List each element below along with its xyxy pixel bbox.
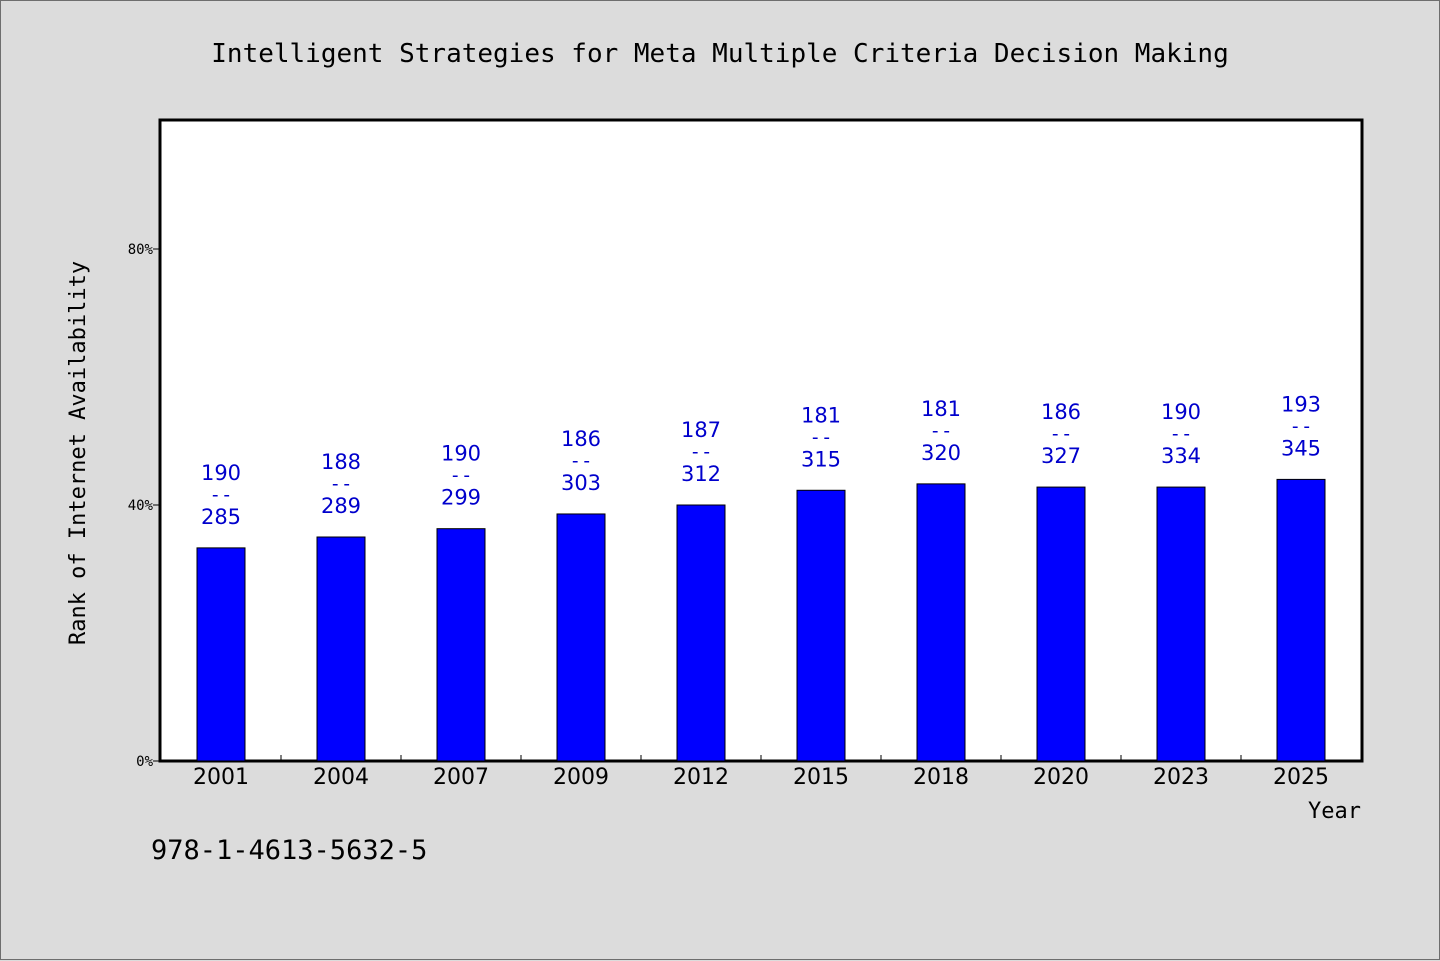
data-label-bottom: 327	[1041, 444, 1081, 468]
data-label-bottom: 303	[561, 471, 601, 495]
ticks-layer: 0% 40% 80% 2001 2004 2007 2009 2012 2015 2018 2020…	[128, 242, 1329, 790]
x-tick-label: 2023	[1153, 765, 1209, 790]
data-label-top: 186	[561, 427, 601, 451]
data-label-separator: --	[1170, 423, 1193, 445]
x-tick-label: 2025	[1273, 765, 1329, 790]
bar-2001	[196, 547, 246, 762]
bars-layer	[196, 478, 1326, 762]
data-label-top: 188	[321, 450, 361, 474]
data-label-top: 181	[801, 403, 841, 427]
y-tick-label: 40%	[128, 498, 154, 514]
y-axis-label: Rank of Internet Availability	[66, 261, 91, 645]
data-label-bottom: 285	[201, 505, 241, 529]
data-label-separator: --	[210, 484, 233, 506]
bar-2012	[676, 504, 726, 762]
x-tick-label: 2020	[1033, 765, 1089, 790]
x-tick-label: 2009	[553, 765, 609, 790]
x-tick-label: 2012	[673, 765, 729, 790]
data-label-separator: --	[1050, 423, 1073, 445]
data-label-separator: --	[690, 441, 713, 463]
y-tick-label: 80%	[128, 242, 154, 258]
data-label-bottom: 320	[921, 441, 961, 465]
bar-2020	[1036, 486, 1086, 762]
data-label-top: 187	[681, 418, 721, 442]
data-label-separator: --	[1290, 415, 1313, 437]
bar-2023	[1156, 486, 1206, 762]
data-label-bottom: 289	[321, 494, 361, 518]
x-tick-label: 2015	[793, 765, 849, 790]
data-label-separator: --	[930, 420, 953, 442]
x-tick-label: 2001	[193, 765, 249, 790]
data-label-bottom: 312	[681, 462, 721, 486]
data-label-bottom: 299	[441, 486, 481, 510]
data-label-separator: --	[450, 465, 473, 487]
chart-title: Intelligent Strategies for Meta Multiple…	[211, 39, 1228, 69]
data-label-separator: --	[570, 450, 593, 472]
data-label-top: 190	[441, 442, 481, 466]
bar-2018	[916, 483, 966, 762]
data-label-separator: --	[330, 473, 353, 495]
x-tick-label: 2007	[433, 765, 489, 790]
data-label-bottom: 334	[1161, 444, 1201, 468]
y-tick-label: 0%	[136, 754, 153, 770]
data-label-top: 190	[201, 461, 241, 485]
data-label-bottom: 315	[801, 447, 841, 471]
x-axis-label: Year	[1308, 799, 1361, 824]
data-label-top: 181	[921, 397, 961, 421]
data-label-bottom: 345	[1281, 436, 1321, 460]
bar-2004	[316, 536, 366, 762]
x-tick-label: 2018	[913, 765, 969, 790]
labels-layer: 190--285188--289190--299186--303187--312…	[201, 392, 1321, 528]
bar-2015	[796, 489, 846, 762]
bar-2009	[556, 513, 606, 762]
bar-2025	[1276, 478, 1326, 762]
data-label-top: 190	[1161, 400, 1201, 424]
isbn-footer: 978-1-4613-5632-5	[151, 835, 428, 866]
bar-2007	[436, 528, 486, 762]
x-tick-label: 2004	[313, 765, 369, 790]
data-label-separator: --	[810, 426, 833, 448]
data-label-top: 193	[1281, 392, 1321, 416]
data-label-top: 186	[1041, 400, 1081, 424]
